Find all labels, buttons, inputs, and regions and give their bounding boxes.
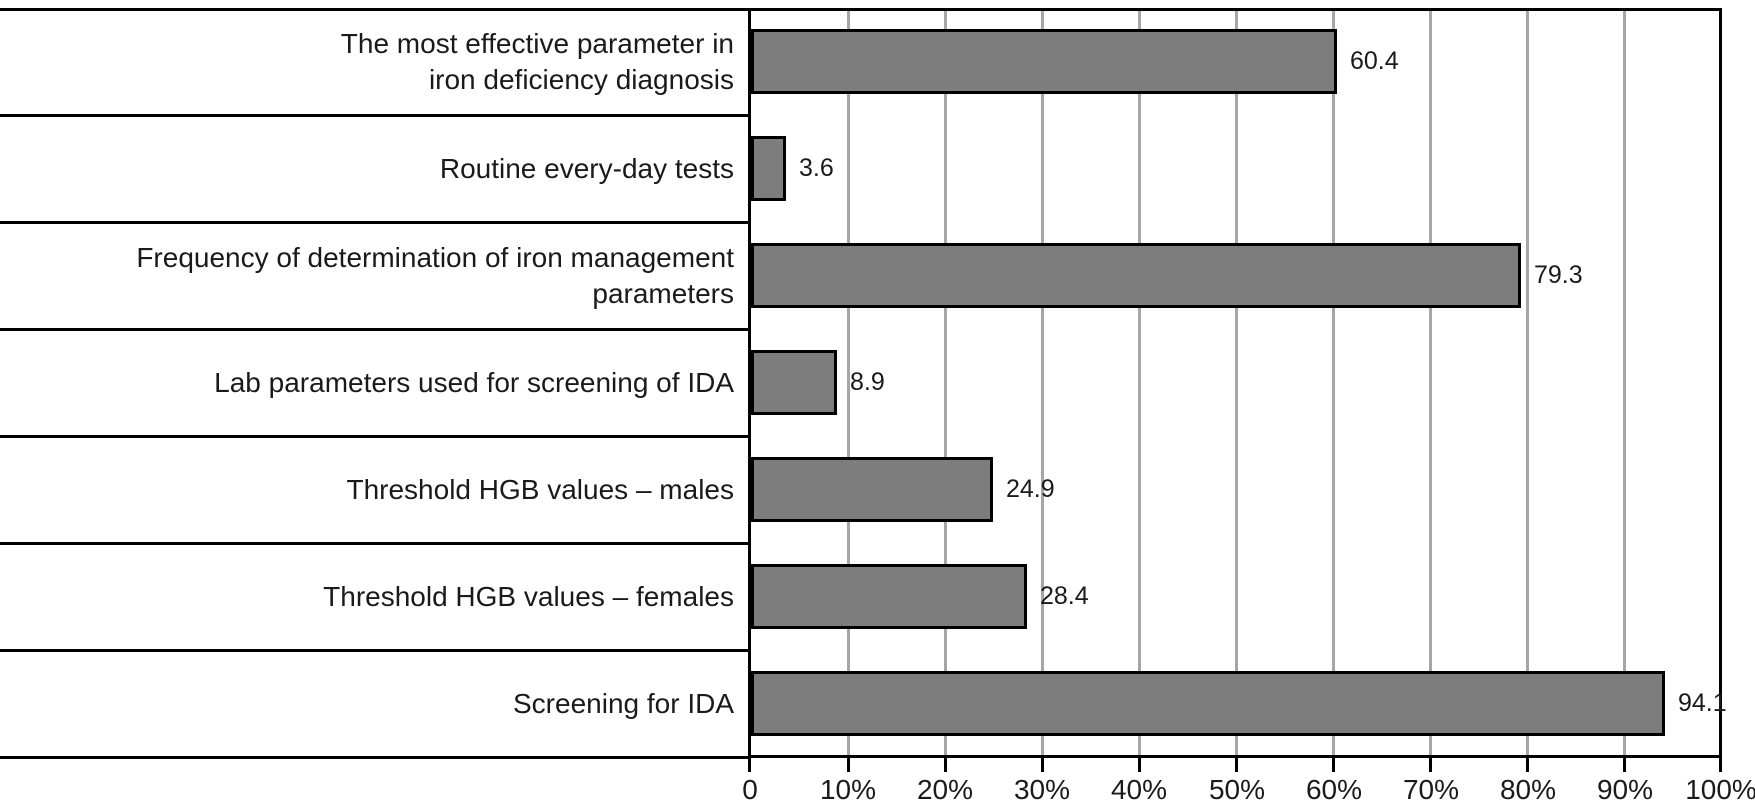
- row-separator-line: [0, 649, 751, 652]
- row-separator-line: [0, 542, 751, 545]
- bar-value-label: 24.9: [1006, 475, 1055, 503]
- x-tick-label: 50%: [1208, 774, 1266, 805]
- gridline-70pct: [1429, 11, 1432, 755]
- category-label-row: Frequency of determination of iron manag…: [0, 222, 748, 329]
- x-tick-label: 40%: [1110, 774, 1168, 805]
- row-separator-line: [0, 328, 751, 331]
- x-tick-label: 60%: [1305, 774, 1363, 805]
- bar-value-label: 60.4: [1350, 47, 1399, 75]
- x-axis-tick: [1332, 755, 1335, 772]
- x-tick-label: 90%: [1596, 774, 1654, 805]
- gridline-60pct: [1332, 11, 1335, 755]
- x-tick-label: 10%: [819, 774, 877, 805]
- x-axis-tick: [1719, 755, 1722, 772]
- bar-value-label: 8.9: [850, 368, 885, 396]
- x-axis-tick: [847, 755, 850, 772]
- row-separator-line: [0, 435, 751, 438]
- x-axis-tick: [1429, 755, 1432, 772]
- gridline-20pct: [944, 11, 947, 755]
- x-axis-tick: [944, 755, 947, 772]
- category-label: Threshold HGB values – females: [323, 580, 734, 612]
- category-label: Lab parameters used for screening of IDA: [214, 366, 734, 398]
- x-axis-tick: [1041, 755, 1044, 772]
- gridline-90pct: [1623, 11, 1626, 755]
- category-label-row: Routine every-day tests: [0, 115, 748, 222]
- category-label-row: Lab parameters used for screening of IDA: [0, 329, 748, 436]
- category-label-row: Screening for IDA: [0, 650, 748, 757]
- x-axis-tick: [1623, 755, 1626, 772]
- bar: [751, 29, 1337, 94]
- x-axis-tick: [1138, 755, 1141, 772]
- x-tick-label: 80%: [1499, 774, 1557, 805]
- x-axis-tick: [1235, 755, 1238, 772]
- category-label-row: The most effective parameter in iron def…: [0, 8, 748, 115]
- bar-value-label: 79.3: [1534, 261, 1583, 289]
- category-label: Routine every-day tests: [439, 152, 734, 184]
- x-tick-label: 100%: [1685, 774, 1755, 805]
- x-tick-label: 20%: [916, 774, 974, 805]
- bar-value-label: 94.1: [1678, 689, 1727, 717]
- plot-right-border: [1719, 8, 1722, 758]
- category-label: The most effective parameter in iron def…: [340, 27, 734, 95]
- bar: [751, 671, 1665, 736]
- row-separator-line: [0, 221, 751, 224]
- plot-top-border: [0, 8, 1722, 11]
- gridline-30pct: [1041, 11, 1044, 755]
- bar: [751, 243, 1521, 308]
- x-tick-label: 70%: [1402, 774, 1460, 805]
- x-tick-label: 30%: [1013, 774, 1071, 805]
- bar-value-label: 3.6: [799, 154, 834, 182]
- bar-value-label: 28.4: [1040, 582, 1089, 610]
- x-axis-tick: [748, 755, 751, 772]
- bar: [751, 564, 1027, 629]
- bar: [751, 136, 786, 201]
- gridline-40pct: [1138, 11, 1141, 755]
- gridline-10pct: [847, 11, 850, 755]
- label-panel-bottom-border: [0, 756, 751, 759]
- row-separator-line: [0, 114, 751, 117]
- gridline-80pct: [1526, 11, 1529, 755]
- x-tick-label: 0: [742, 774, 758, 805]
- y-axis-line: [748, 8, 751, 758]
- category-label: Threshold HGB values – males: [346, 473, 734, 505]
- category-label: Screening for IDA: [513, 687, 734, 719]
- gridline-50pct: [1235, 11, 1238, 755]
- bar: [751, 350, 837, 415]
- category-label: Frequency of determination of iron manag…: [136, 241, 734, 309]
- x-axis-tick: [1526, 755, 1529, 772]
- category-label-row: Threshold HGB values – females: [0, 543, 748, 650]
- category-label-row: Threshold HGB values – males: [0, 436, 748, 543]
- bar: [751, 457, 993, 522]
